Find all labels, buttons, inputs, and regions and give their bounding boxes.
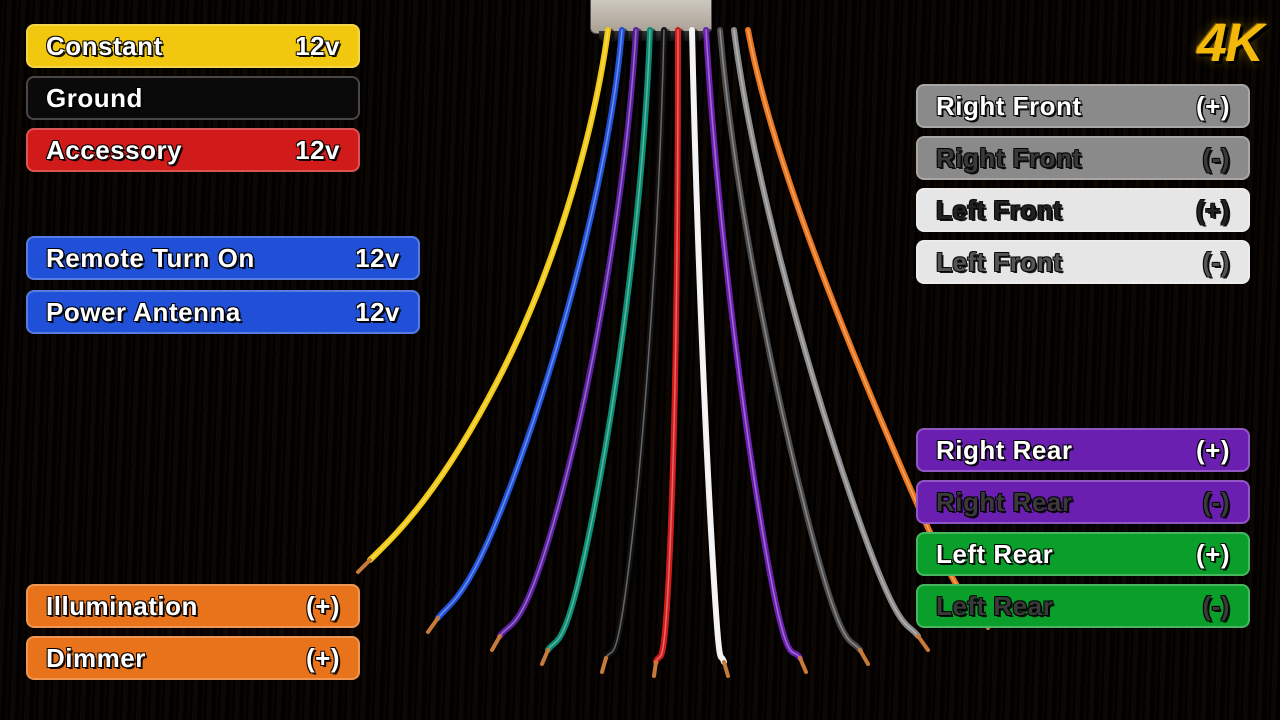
- label-value: (-): [1203, 143, 1230, 174]
- label-right-rear-neg: Right Rear (-): [916, 480, 1250, 524]
- label-value: (-): [1203, 487, 1230, 518]
- label-value: 12v: [295, 31, 340, 62]
- label-text: Illumination: [46, 591, 198, 622]
- label-text: Left Rear: [936, 591, 1053, 622]
- label-text: Right Rear: [936, 435, 1072, 466]
- label-value: (+): [1196, 539, 1230, 570]
- label-text: Left Front: [936, 247, 1062, 278]
- label-value: (+): [306, 591, 340, 622]
- label-value: (+): [306, 643, 340, 674]
- label-accessory: Accessory 12v: [26, 128, 360, 172]
- label-left-front-pos: Left Front (+): [916, 188, 1250, 232]
- label-right-front-neg: Right Front (-): [916, 136, 1250, 180]
- 4k-badge: 4K: [1197, 12, 1262, 74]
- label-text: Right Front: [936, 143, 1082, 174]
- label-text: Constant: [46, 31, 163, 62]
- label-value: 12v: [355, 297, 400, 328]
- label-value: (-): [1203, 591, 1230, 622]
- label-text: Right Front: [936, 91, 1082, 122]
- label-text: Ground: [46, 83, 143, 114]
- label-value: 12v: [295, 135, 340, 166]
- label-text: Right Rear: [936, 487, 1072, 518]
- label-illumination: Illumination (+): [26, 584, 360, 628]
- label-constant: Constant 12v: [26, 24, 360, 68]
- label-dimmer: Dimmer (+): [26, 636, 360, 680]
- label-left-rear-pos: Left Rear (+): [916, 532, 1250, 576]
- label-text: Left Rear: [936, 539, 1053, 570]
- label-right-rear-pos: Right Rear (+): [916, 428, 1250, 472]
- label-right-front-pos: Right Front (+): [916, 84, 1250, 128]
- label-text: Power Antenna: [46, 297, 241, 328]
- label-text: Left Front: [936, 195, 1062, 226]
- label-value: (+): [1196, 435, 1230, 466]
- label-left-front-neg: Left Front (-): [916, 240, 1250, 284]
- label-ground: Ground: [26, 76, 360, 120]
- label-value: (+): [1196, 195, 1230, 226]
- label-left-rear-neg: Left Rear (-): [916, 584, 1250, 628]
- label-text: Accessory: [46, 135, 182, 166]
- label-value: (+): [1196, 91, 1230, 122]
- harness-connector: [590, 0, 712, 34]
- label-remote-turn-on: Remote Turn On 12v: [26, 236, 420, 280]
- label-text: Remote Turn On: [46, 243, 255, 274]
- label-value: 12v: [355, 243, 400, 274]
- label-value: (-): [1203, 247, 1230, 278]
- label-power-antenna: Power Antenna 12v: [26, 290, 420, 334]
- label-text: Dimmer: [46, 643, 146, 674]
